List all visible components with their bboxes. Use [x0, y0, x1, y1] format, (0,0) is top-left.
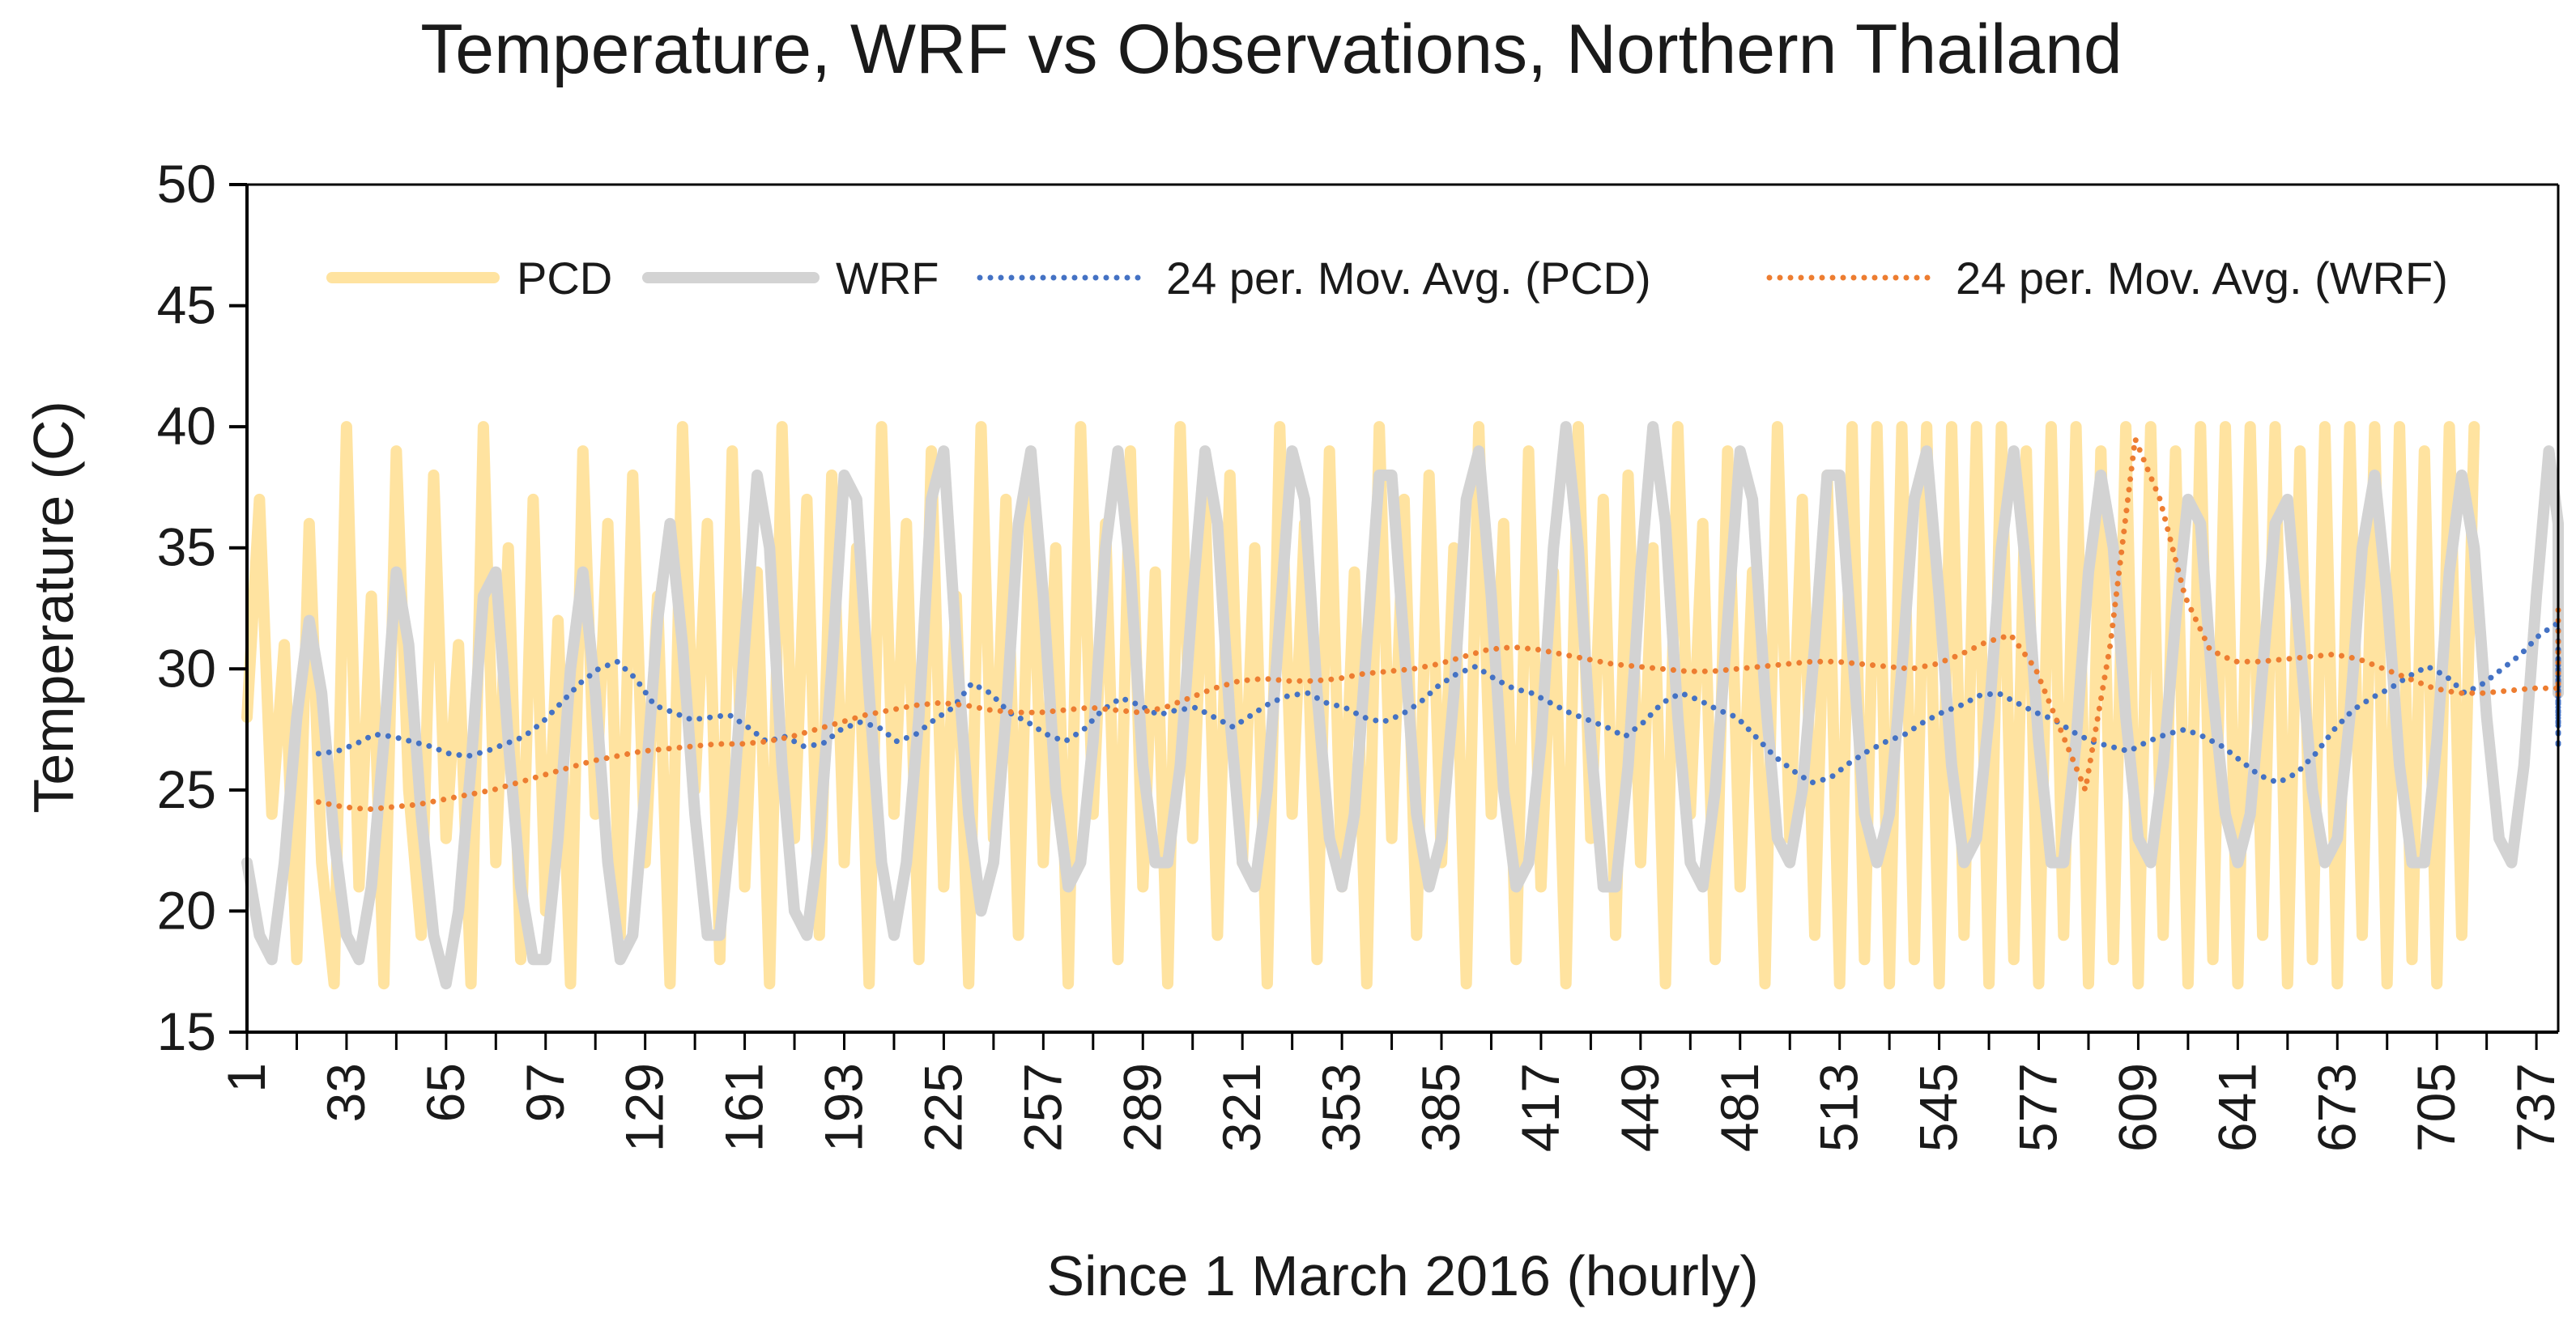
y-tick-label: 20 [157, 880, 216, 940]
y-tick-label: 25 [157, 759, 216, 819]
y-tick-label: 40 [157, 396, 216, 456]
x-tick-label: 545 [1909, 1063, 1969, 1152]
x-tick-label: 161 [714, 1063, 774, 1152]
x-tick-label: 225 [913, 1063, 973, 1152]
x-tick-label: 417 [1510, 1063, 1570, 1152]
series-line-wrf [241, 421, 2564, 990]
x-tick-label: 1 [216, 1063, 276, 1093]
x-tick-label: 513 [1809, 1063, 1869, 1152]
x-tick-label: 641 [2207, 1063, 2267, 1152]
y-tick-label: 30 [157, 638, 216, 698]
y-tick-label: 15 [157, 1001, 216, 1061]
x-tick-label: 353 [1311, 1063, 1371, 1152]
x-tick-label: 609 [2107, 1063, 2167, 1152]
x-tick-label: 737 [2506, 1063, 2565, 1152]
y-tick-label: 50 [157, 154, 216, 214]
x-tick-label: 705 [2406, 1063, 2466, 1152]
chart-title: Temperature, WRF vs Observations, Northe… [420, 11, 2122, 88]
x-tick-label: 129 [615, 1063, 675, 1152]
x-tick-label: 321 [1211, 1063, 1271, 1152]
y-axis-label: Temperature (C) [22, 401, 85, 814]
x-tick-label: 577 [2008, 1063, 2068, 1152]
series-line-24-per-mov-avg-wrf [315, 436, 2561, 813]
x-tick-label: 673 [2306, 1063, 2366, 1152]
x-tick-label: 33 [316, 1063, 376, 1122]
x-tick-label: 385 [1411, 1063, 1471, 1152]
ticks-layer: 15 20 25 30 35 40 45 50 1 33 65 97 129 161 193 225 257 28… [157, 154, 2566, 1152]
legend: PCD WRF 24 per. Mov. Avg. (PCD) 24 per. Mov… [326, 253, 2448, 304]
legend-label: PCD [517, 253, 612, 304]
x-tick-label: 65 [415, 1063, 475, 1122]
x-tick-label: 97 [515, 1063, 575, 1122]
legend-label: 24 per. Mov. Avg. (PCD) [1166, 253, 1651, 304]
series-layer [241, 421, 2564, 990]
y-tick-label: 35 [157, 517, 216, 577]
x-tick-label: 257 [1012, 1063, 1072, 1152]
x-tick-label: 449 [1610, 1063, 1670, 1152]
x-tick-label: 481 [1710, 1063, 1769, 1152]
x-tick-label: 289 [1112, 1063, 1172, 1152]
y-tick-label: 45 [157, 275, 216, 335]
x-axis-label: Since 1 March 2016 (hourly) [1046, 1244, 1758, 1307]
axes-layer [245, 183, 2560, 1034]
legend-label: WRF [836, 253, 939, 304]
legend-label: 24 per. Mov. Avg. (WRF) [1956, 253, 2448, 304]
x-tick-label: 193 [814, 1063, 874, 1152]
